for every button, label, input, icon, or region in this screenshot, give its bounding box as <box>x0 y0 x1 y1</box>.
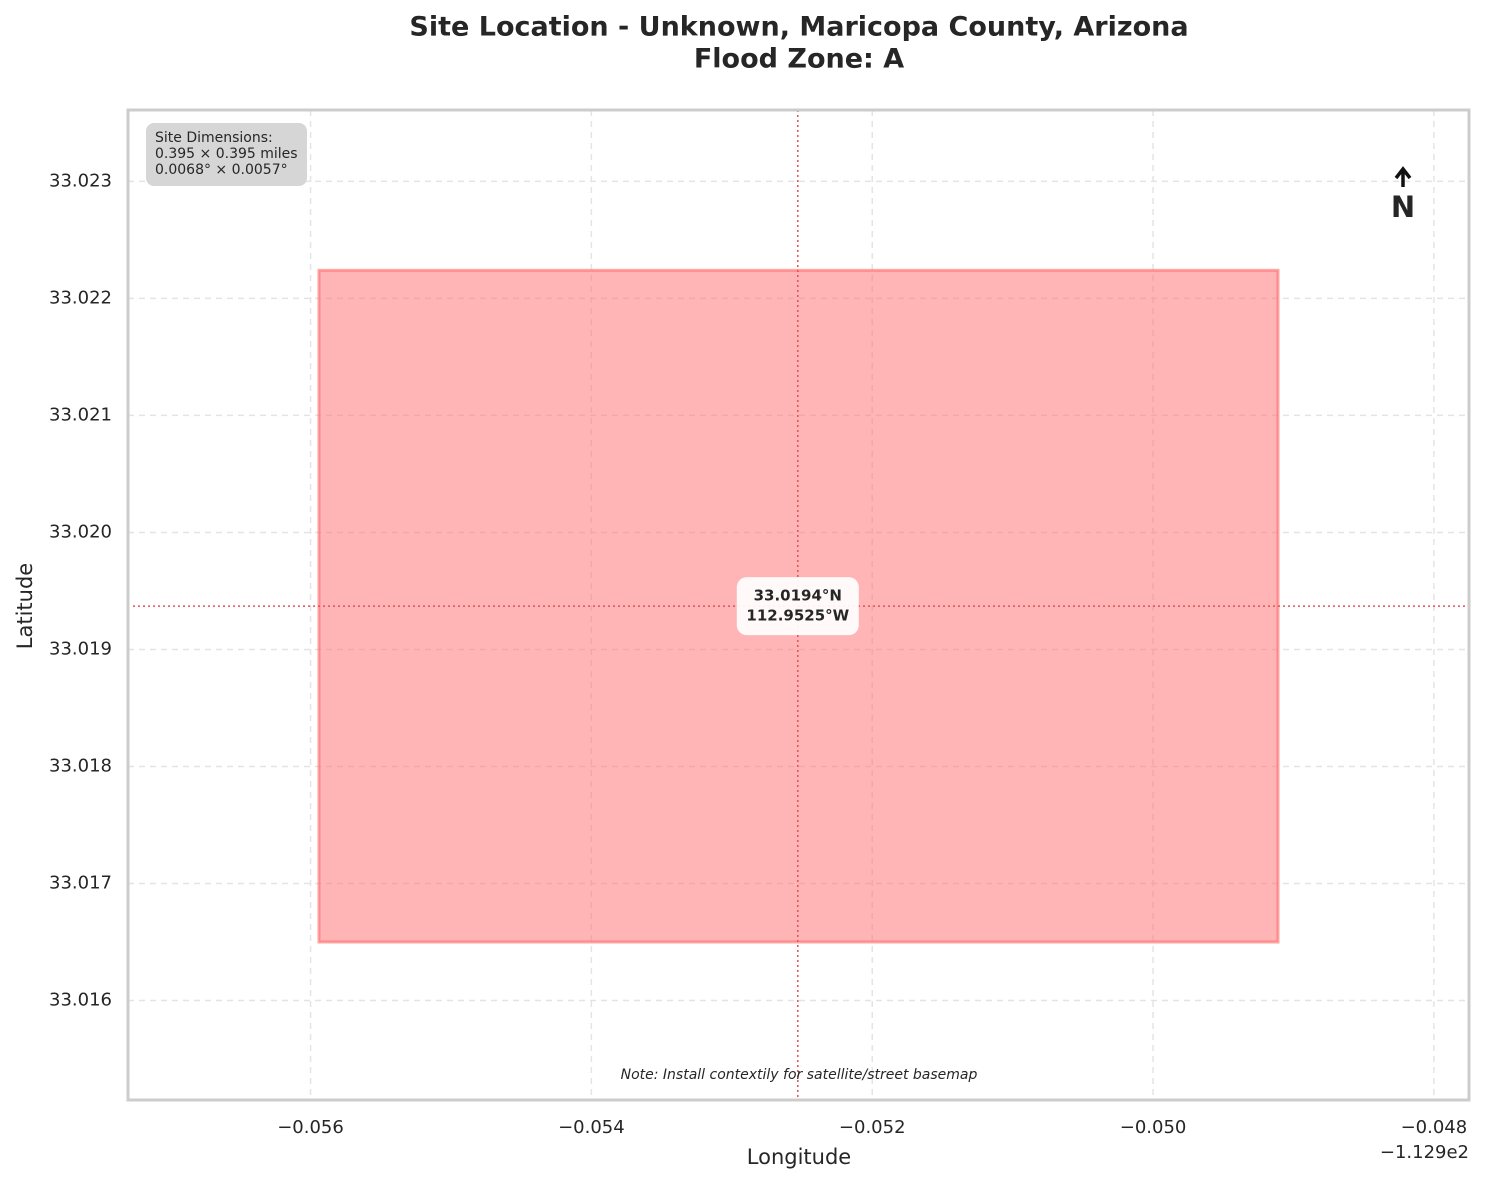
note: Note: Install contextily for satellite/s… <box>621 1067 978 1083</box>
chart-title: Site Location - Unknown, Maricopa County… <box>409 12 1188 43</box>
north-label: N <box>1391 190 1415 224</box>
y-tick-label: 33.018 <box>49 755 112 776</box>
chart-title: Flood Zone: A <box>694 44 904 75</box>
plot-frame <box>126 108 1471 1102</box>
info-box <box>146 123 307 186</box>
x-tick-label: −0.052 <box>839 1117 906 1138</box>
info-text: 0.395 × 0.395 miles <box>155 146 298 162</box>
center-label: 112.9525°W <box>746 607 849 625</box>
y-tick-label: 33.023 <box>49 170 112 191</box>
x-tick-label: −0.050 <box>1120 1117 1187 1138</box>
y-tick-label: 33.016 <box>49 990 112 1011</box>
y-tick-label: 33.022 <box>49 287 112 308</box>
x-axis-label: Longitude <box>747 1145 851 1169</box>
north-arrow <box>1394 166 1412 187</box>
x-tick-label: −0.056 <box>277 1117 344 1138</box>
x-tick-label: −0.054 <box>558 1117 625 1138</box>
y-tick-label: 33.019 <box>49 638 112 659</box>
y-tick-label: 33.020 <box>49 521 112 542</box>
y-tick-label: 33.017 <box>49 873 112 894</box>
info-text: Site Dimensions: <box>155 130 273 146</box>
y-axis-label: Latitude <box>13 563 37 649</box>
x-offset-label: −1.129e2 <box>1380 1142 1469 1163</box>
center-label-box <box>736 577 859 636</box>
x-tick-label: −0.048 <box>1401 1117 1468 1138</box>
info-text: 0.0068° × 0.0057° <box>155 162 288 178</box>
y-tick-label: 33.021 <box>49 404 112 425</box>
center-label: 33.0194°N <box>754 587 842 605</box>
